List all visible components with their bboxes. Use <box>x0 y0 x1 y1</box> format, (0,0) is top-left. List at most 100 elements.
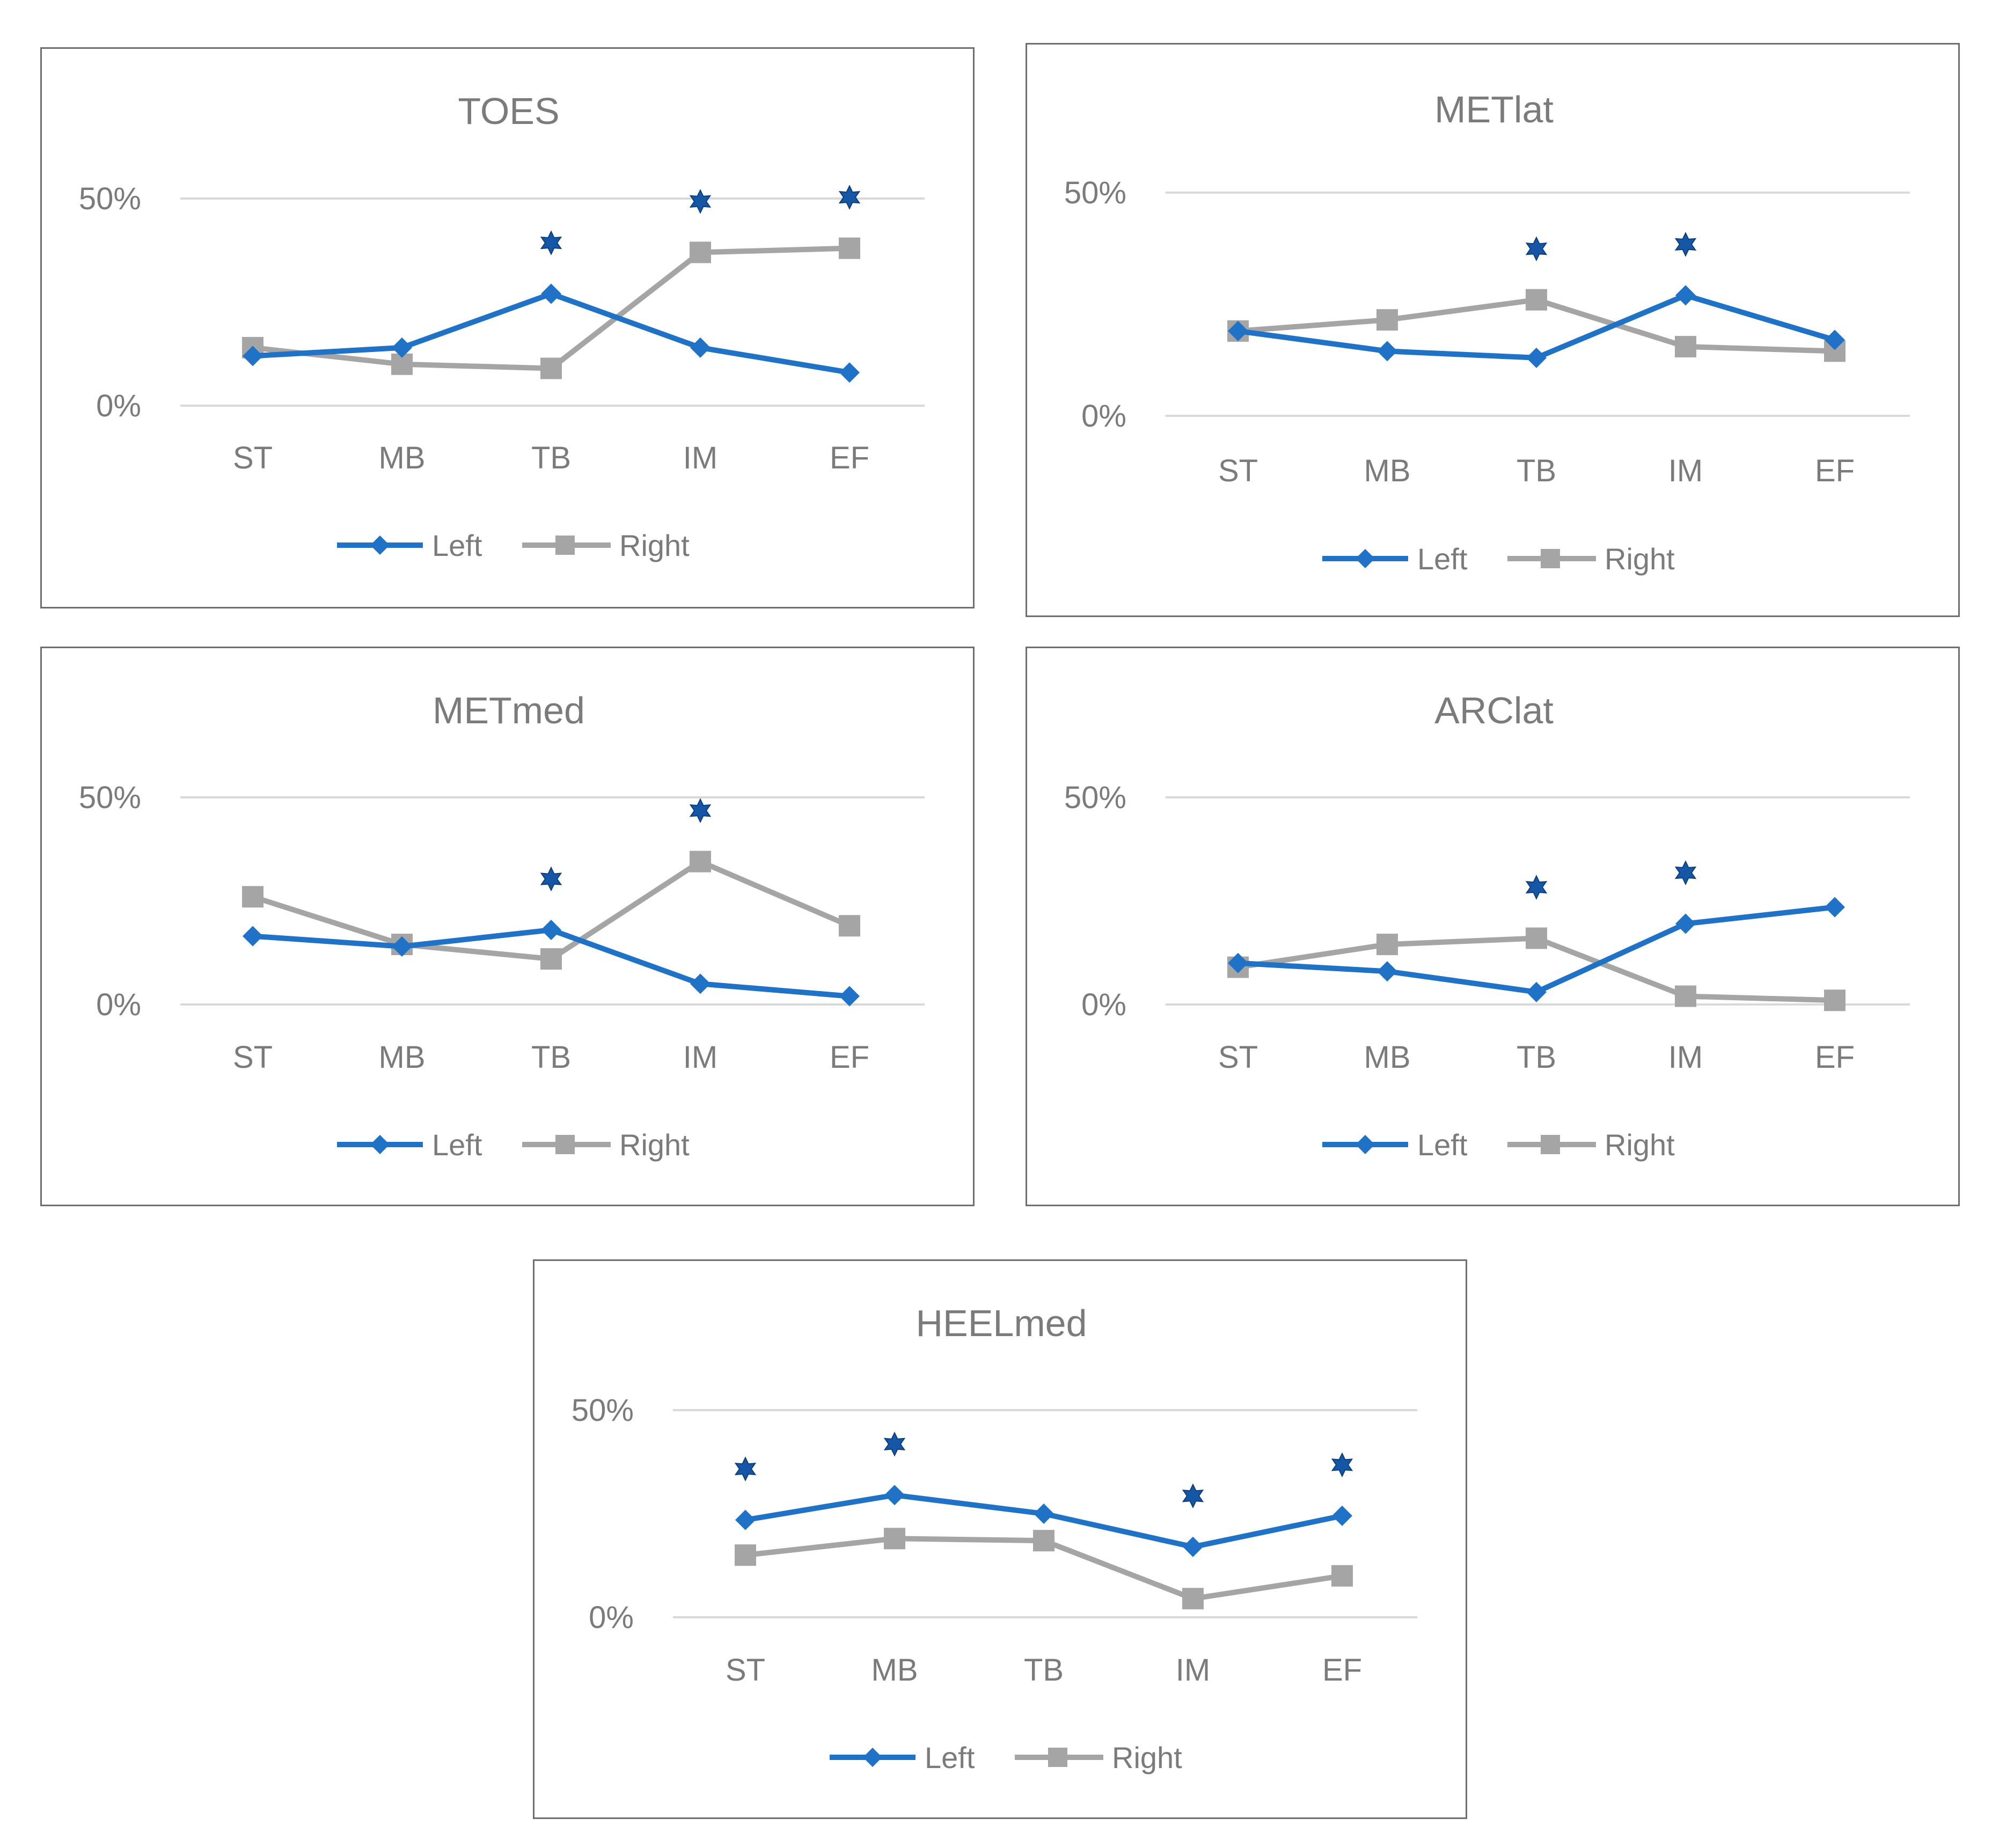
data-point-right <box>839 915 860 937</box>
x-tick-label: MB <box>379 441 426 475</box>
significance-star-icon <box>689 189 712 214</box>
x-tick-label: IM <box>683 1040 717 1075</box>
legend-left-marker <box>1356 1135 1375 1154</box>
legend-left-marker <box>863 1748 882 1767</box>
y-tick-label: 50% <box>572 1393 634 1428</box>
data-point-right <box>1526 927 1547 949</box>
legend-left-label: Left <box>1417 542 1468 576</box>
data-point-right <box>1824 989 1845 1011</box>
x-tick-label: ST <box>1218 1040 1258 1075</box>
data-point-left <box>1228 320 1248 341</box>
x-tick-label: TB <box>1517 453 1556 488</box>
data-point-left <box>1332 1505 1352 1526</box>
data-point-left <box>243 926 263 947</box>
y-tick-label: 0% <box>96 388 141 423</box>
significance-star-icon <box>1525 236 1548 262</box>
y-tick-label: 0% <box>1081 987 1126 1022</box>
legend-left-marker <box>1356 549 1375 568</box>
x-tick-label: EF <box>830 441 869 475</box>
legend-right-label: Right <box>1605 1128 1675 1162</box>
data-point-right <box>540 357 562 379</box>
data-point-right <box>1526 289 1547 311</box>
x-tick-label: ST <box>726 1653 765 1688</box>
significance-star-icon <box>1182 1483 1204 1509</box>
data-point-left <box>541 283 561 304</box>
chart-svg: METmed 0% 50% ST MB TB IM EF Left Right <box>79 690 925 1162</box>
data-point-left <box>392 337 412 358</box>
x-tick-label: IM <box>1668 1040 1703 1075</box>
chart-svg: TOES 0% 50% ST MB TB IM EF Left Right <box>79 90 925 562</box>
data-point-right <box>1182 1588 1204 1610</box>
chart-svg: HEELmed 0% 50% ST MB TB IM EF Left Right <box>572 1302 1417 1774</box>
chart-title: TOES <box>458 90 559 132</box>
data-point-left <box>1377 341 1397 362</box>
series-line-left <box>1235 904 1837 995</box>
data-point-left <box>690 337 711 358</box>
chart-panel-heelmed: HEELmed 0% 50% ST MB TB IM EF Left Right <box>533 1259 1467 1819</box>
chart-title: HEELmed <box>916 1302 1087 1344</box>
legend-left-label: Left <box>1417 1128 1468 1162</box>
y-tick-label: 0% <box>96 987 141 1022</box>
x-tick-label: EF <box>1815 1040 1855 1075</box>
data-point-left <box>243 346 263 366</box>
data-point-left <box>839 986 860 1007</box>
chart-title: METlat <box>1434 89 1554 130</box>
data-point-right <box>1376 309 1398 331</box>
data-point-right <box>690 850 711 872</box>
y-tick-label: 50% <box>1064 780 1126 815</box>
data-point-left <box>884 1485 905 1506</box>
data-point-left <box>1034 1504 1054 1524</box>
significance-star-icon <box>1331 1452 1353 1478</box>
x-tick-label: TB <box>531 1040 571 1075</box>
significance-star-icon <box>734 1456 757 1482</box>
data-point-left <box>1228 952 1248 973</box>
legend-right-marker <box>555 1135 575 1154</box>
data-point-left <box>1825 329 1845 350</box>
data-point-right <box>735 1544 756 1566</box>
y-tick-label: 50% <box>79 780 141 815</box>
significance-star-icon <box>1674 860 1697 885</box>
significance-star-icon <box>883 1431 906 1457</box>
legend-left-label: Left <box>432 1128 482 1162</box>
x-tick-label: EF <box>1815 453 1855 488</box>
data-point-right <box>1033 1530 1054 1552</box>
legend-right-label: Right <box>619 529 690 562</box>
data-point-left <box>735 1509 756 1530</box>
data-point-right <box>1675 985 1696 1007</box>
data-point-left <box>1377 961 1397 982</box>
chart-svg: ARClat 0% 50% ST MB TB IM EF Left Right <box>1064 690 1910 1162</box>
x-tick-label: IM <box>683 441 717 475</box>
data-point-right <box>540 948 562 970</box>
y-tick-label: 50% <box>1064 175 1126 210</box>
data-point-left <box>690 973 711 994</box>
legend-right-label: Right <box>1112 1741 1182 1774</box>
legend-left-label: Left <box>432 529 482 562</box>
y-tick-label: 50% <box>79 181 141 216</box>
significance-star-icon <box>838 185 861 210</box>
chart-panel-metmed: METmed 0% 50% ST MB TB IM EF Left Right <box>40 647 975 1206</box>
legend-right-marker <box>555 536 575 555</box>
data-point-right <box>1675 336 1696 358</box>
data-point-left <box>541 920 561 941</box>
significance-star-icon <box>540 230 562 255</box>
data-point-left <box>1526 347 1547 368</box>
data-point-right <box>690 241 711 263</box>
data-point-right <box>839 237 860 259</box>
y-tick-label: 0% <box>1081 399 1126 434</box>
x-tick-label: EF <box>830 1040 869 1075</box>
y-tick-label: 0% <box>589 1600 634 1635</box>
significance-star-icon <box>689 798 712 824</box>
significance-star-icon <box>1525 875 1548 900</box>
data-point-left <box>1825 897 1845 918</box>
data-point-left <box>1675 913 1696 934</box>
x-tick-label: IM <box>1176 1653 1210 1688</box>
legend-right-marker <box>1048 1748 1067 1767</box>
x-tick-label: MB <box>1364 1040 1411 1075</box>
data-point-left <box>1675 285 1696 306</box>
data-point-right <box>884 1528 905 1550</box>
data-point-right <box>1331 1565 1353 1587</box>
data-point-left <box>839 362 860 383</box>
legend-left-marker <box>370 536 390 555</box>
chart-svg: METlat 0% 50% ST MB TB IM EF Left Right <box>1064 89 1910 576</box>
x-tick-label: IM <box>1668 453 1703 488</box>
